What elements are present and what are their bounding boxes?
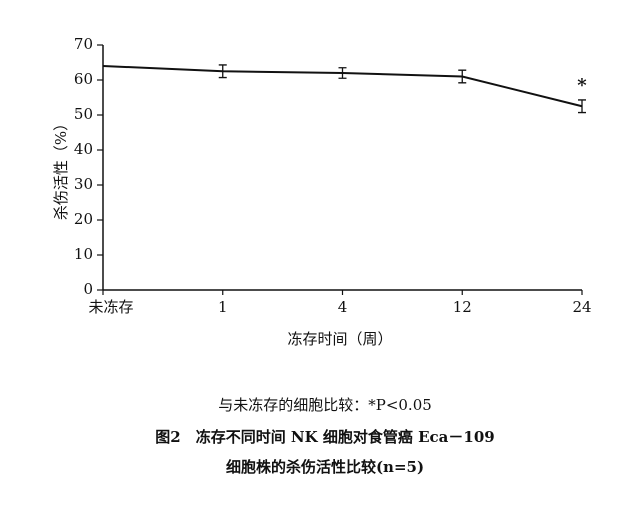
caption-note: 与未冻存的细胞比较：*P<0.05 bbox=[218, 396, 432, 414]
y-tick-label: 70 bbox=[74, 35, 93, 53]
x-tick-label: 4 bbox=[338, 298, 348, 316]
x-tick-label: 12 bbox=[453, 298, 472, 316]
y-tick-label: 10 bbox=[74, 245, 93, 263]
error-bar bbox=[578, 99, 586, 114]
y-tick-label: 40 bbox=[74, 140, 93, 158]
significance-marker: * bbox=[577, 75, 587, 96]
error-bar bbox=[218, 64, 227, 79]
y-tick-label: 50 bbox=[74, 105, 93, 123]
caption-title: 图2 冻存不同时间 NK 细胞对食管癌 Eca－109 bbox=[155, 428, 494, 446]
x-tick-label: 1 bbox=[218, 298, 228, 316]
x-tick-label: 未冻存 bbox=[88, 298, 133, 316]
y-tick-label: 0 bbox=[83, 280, 93, 298]
caption-title: 细胞株的杀伤活性比较(n=5) bbox=[226, 458, 424, 476]
x-axis-label: 冻存时间（周） bbox=[287, 330, 392, 348]
y-tick-label: 30 bbox=[74, 175, 93, 193]
y-axis-label: 杀伤活性（%） bbox=[52, 116, 70, 220]
error-bar bbox=[338, 67, 347, 79]
y-tick-label: 20 bbox=[74, 210, 93, 228]
y-tick-label: 60 bbox=[74, 70, 93, 88]
error-bar bbox=[458, 69, 467, 84]
x-tick-label: 24 bbox=[572, 298, 591, 316]
